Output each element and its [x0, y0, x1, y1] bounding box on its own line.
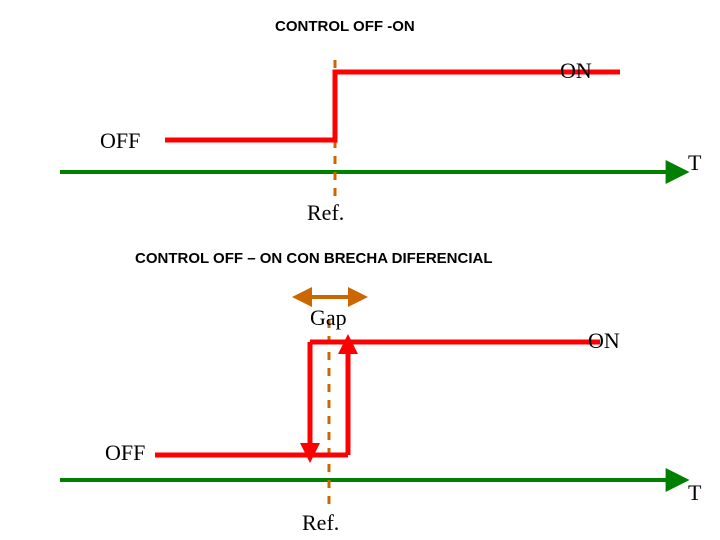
d2-on-label: ON — [588, 328, 620, 354]
d1-t-label: T — [688, 150, 701, 176]
d1-ref-label: Ref. — [307, 200, 344, 226]
d2-t-label: T — [688, 480, 701, 506]
d1-off-label: OFF — [100, 128, 140, 154]
d1-on-label: ON — [560, 58, 592, 84]
d2-off-label: OFF — [105, 440, 145, 466]
d2-title: CONTROL OFF – ON CON BRECHA DIFERENCIAL — [135, 250, 493, 267]
d2-ref-label: Ref. — [302, 510, 339, 536]
diagram-canvas: CONTROL OFF -ON ON OFF T Ref. CONTROL OF… — [0, 0, 720, 540]
d1-title: CONTROL OFF -ON — [275, 18, 415, 35]
d1-signal — [165, 72, 620, 140]
d2-gap-label: Gap — [310, 305, 347, 331]
